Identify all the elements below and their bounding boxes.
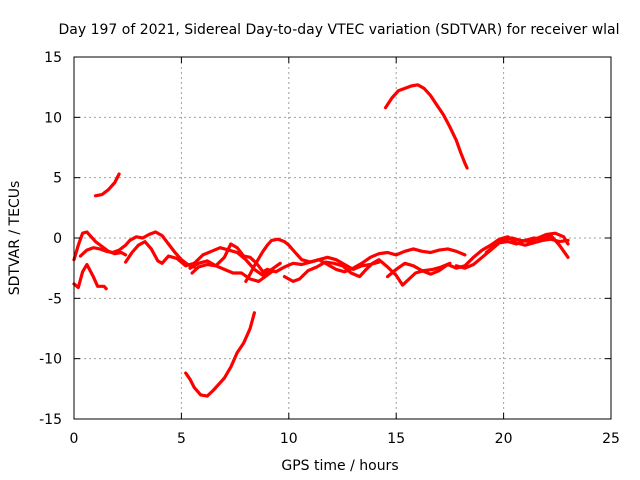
series-arc-14 [454, 234, 570, 270]
x-tick-label: 5 [177, 431, 186, 447]
series-arc-12 [386, 235, 570, 279]
y-tick-label: 5 [53, 171, 62, 187]
series-arc-15 [484, 231, 570, 255]
ticks: 0 5 10 15 20 25 -15 -10 -5 0 5 10 15 [39, 50, 620, 447]
y-tick-label: -5 [48, 291, 62, 307]
x-tick-label: 20 [495, 431, 513, 447]
y-axis-label: SDTVAR / TECUs [7, 181, 23, 296]
y-tick-label: -10 [39, 352, 62, 368]
series-arc-10 [265, 247, 467, 274]
y-tick-label: 10 [44, 110, 62, 126]
series-arc-4 [78, 230, 196, 269]
series-arc-13 [383, 83, 469, 170]
x-tick-label: 0 [70, 431, 79, 447]
y-tick-label: 15 [44, 50, 62, 66]
x-tick-label: 10 [280, 431, 298, 447]
chart-title: Day 197 of 2021, Sidereal Day-to-day VTE… [58, 22, 619, 38]
y-tick-label: -15 [39, 412, 62, 428]
series-arc-5 [124, 240, 282, 277]
series-arc-11 [282, 258, 452, 287]
x-tick-label: 15 [387, 431, 405, 447]
series-arc-8 [190, 262, 274, 283]
series-arc-2 [72, 262, 108, 291]
series-arc-3 [93, 172, 121, 198]
x-tick-label: 25 [602, 431, 620, 447]
series-arc-7 [188, 242, 269, 274]
series-layer [72, 83, 570, 398]
series-arc-1 [72, 230, 128, 262]
series-arc-6 [184, 311, 256, 398]
x-axis-label: GPS time / hours [281, 458, 398, 474]
y-tick-label: 0 [53, 231, 62, 247]
